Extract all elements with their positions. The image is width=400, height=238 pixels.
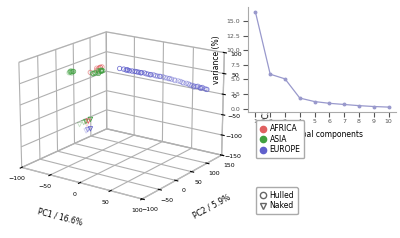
- Y-axis label: variance (%): variance (%): [212, 35, 221, 84]
- Legend: Hulled, Naked: Hulled, Naked: [256, 187, 298, 214]
- X-axis label: principal components: principal components: [280, 130, 364, 139]
- X-axis label: PC1 / 16.6%: PC1 / 16.6%: [36, 207, 83, 227]
- Y-axis label: PC2 / 5.9%: PC2 / 5.9%: [192, 193, 232, 220]
- Legend: AFRICA, ASIA, EUROPE: AFRICA, ASIA, EUROPE: [256, 120, 304, 158]
